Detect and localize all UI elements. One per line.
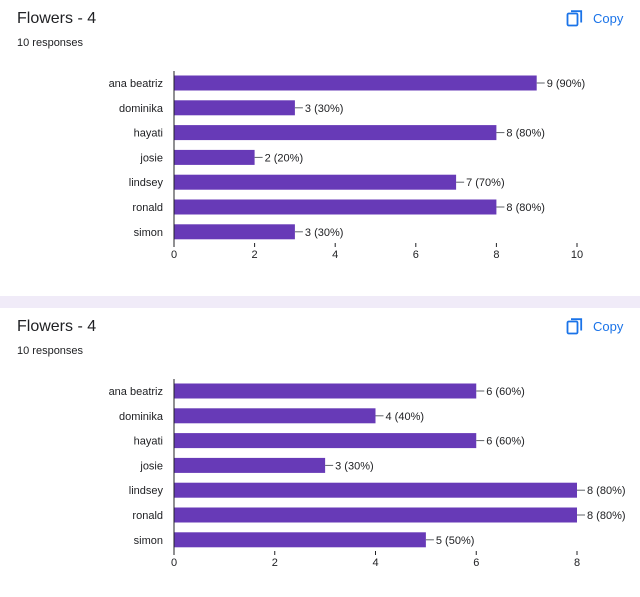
section-separator bbox=[0, 296, 640, 308]
chart-title: Flowers - 4 bbox=[17, 10, 97, 27]
data-label: 3 (30%) bbox=[305, 103, 344, 115]
x-tick-label: 6 bbox=[413, 249, 419, 261]
x-tick-label: 0 bbox=[171, 249, 177, 261]
bar bbox=[174, 199, 497, 215]
x-tick-label: 4 bbox=[332, 249, 338, 261]
data-label: 6 (60%) bbox=[486, 386, 525, 398]
data-label: 8 (80%) bbox=[587, 485, 626, 497]
x-tick-label: 8 bbox=[493, 249, 499, 261]
data-label: 8 (80%) bbox=[587, 510, 626, 522]
data-label: 2 (20%) bbox=[265, 152, 304, 164]
bar bbox=[174, 457, 326, 473]
category-label: ronald bbox=[132, 510, 163, 522]
data-label: 5 (50%) bbox=[436, 535, 475, 547]
category-label: simon bbox=[134, 535, 163, 547]
data-label: 6 (60%) bbox=[486, 436, 525, 448]
bar bbox=[174, 532, 426, 548]
data-label: 8 (80%) bbox=[506, 128, 545, 140]
bar bbox=[174, 149, 255, 165]
chart-card-2: Flowers - 4 10 responses Copy ana beatri… bbox=[0, 308, 640, 597]
x-tick-label: 8 bbox=[574, 557, 580, 569]
response-count: 10 responses bbox=[17, 37, 84, 49]
copy-button-label: Copy bbox=[593, 10, 624, 26]
category-label: ana beatriz bbox=[109, 386, 163, 398]
category-label: hayati bbox=[134, 436, 163, 448]
copy-icon bbox=[566, 10, 583, 27]
bar bbox=[174, 75, 537, 91]
bar bbox=[174, 100, 295, 116]
data-label: 3 (30%) bbox=[305, 227, 344, 239]
copy-icon bbox=[566, 318, 583, 335]
x-tick-label: 0 bbox=[171, 557, 177, 569]
x-tick-label: 4 bbox=[372, 557, 378, 569]
category-label: lindsey bbox=[129, 177, 164, 189]
bar bbox=[174, 174, 457, 190]
x-tick-label: 2 bbox=[272, 557, 278, 569]
bar bbox=[174, 482, 577, 498]
chart-title: Flowers - 4 bbox=[17, 318, 97, 335]
category-label: dominika bbox=[119, 103, 164, 115]
bar bbox=[174, 125, 497, 141]
x-tick-label: 10 bbox=[571, 249, 583, 261]
x-tick-label: 2 bbox=[252, 249, 258, 261]
bar bbox=[174, 408, 376, 424]
bar bbox=[174, 433, 477, 449]
copy-button[interactable]: Copy bbox=[566, 314, 623, 338]
x-tick-label: 6 bbox=[473, 557, 479, 569]
category-label: ronald bbox=[132, 202, 163, 214]
category-label: hayati bbox=[134, 128, 163, 140]
data-label: 7 (70%) bbox=[466, 177, 505, 189]
category-label: lindsey bbox=[129, 485, 164, 497]
copy-button[interactable]: Copy bbox=[566, 6, 623, 30]
category-label: simon bbox=[134, 227, 163, 239]
bar-chart: ana beatriz 9 (90%) dominika 3 (30%) hayati 8… bbox=[109, 71, 586, 261]
data-label: 4 (40%) bbox=[386, 411, 425, 423]
category-label: josie bbox=[139, 152, 163, 164]
bar-chart: ana beatriz 6 (60%) dominika 4 (40%) hayati 6… bbox=[109, 379, 626, 569]
bar bbox=[174, 383, 477, 399]
response-count: 10 responses bbox=[17, 345, 84, 357]
bar bbox=[174, 224, 295, 240]
data-label: 8 (80%) bbox=[506, 202, 545, 214]
copy-button-label: Copy bbox=[593, 318, 624, 334]
chart-card-1: Flowers - 4 10 responses Copy ana beatri… bbox=[0, 0, 640, 296]
category-label: ana beatriz bbox=[109, 78, 163, 90]
data-label: 3 (30%) bbox=[335, 460, 374, 472]
category-label: josie bbox=[139, 460, 163, 472]
category-label: dominika bbox=[119, 411, 164, 423]
data-label: 9 (90%) bbox=[547, 78, 586, 90]
bar bbox=[174, 507, 577, 523]
